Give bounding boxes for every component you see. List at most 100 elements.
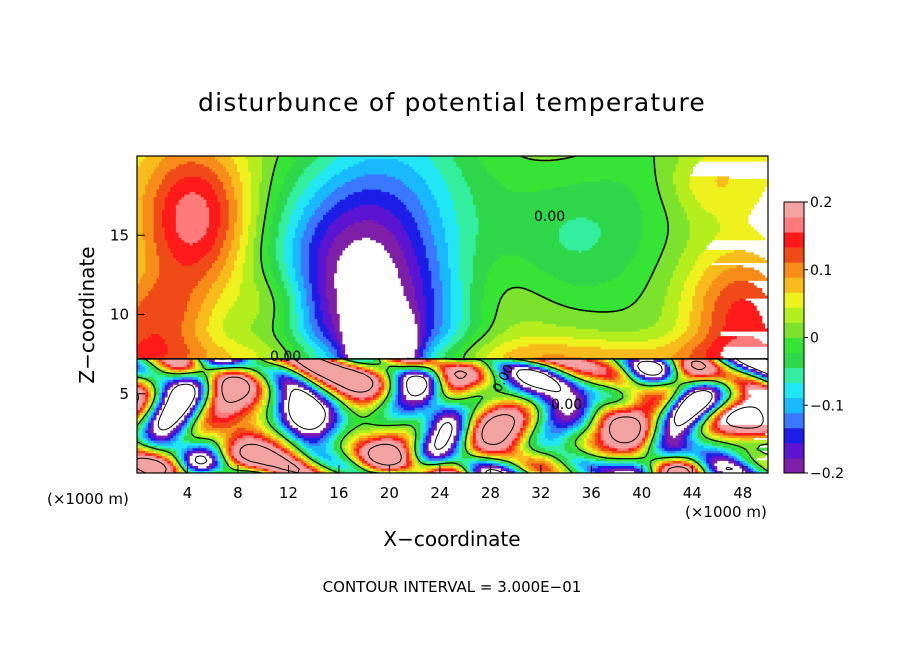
heatmap-cell (550, 460, 555, 464)
heatmap-cell (584, 452, 591, 456)
heatmap-cell (664, 422, 668, 426)
heatmap-cell (153, 386, 158, 390)
heatmap-cell (728, 381, 732, 385)
heatmap-cell (656, 450, 663, 454)
heatmap-cell (334, 427, 338, 431)
heatmap-cell (336, 396, 341, 401)
heatmap-cell (211, 386, 216, 390)
heatmap-cell (311, 465, 316, 469)
heatmap-cell (606, 452, 635, 456)
heatmap-cell (289, 434, 294, 439)
heatmap-cell (173, 434, 177, 439)
heatmap-cell (203, 412, 208, 416)
heatmap-cell (481, 447, 488, 451)
heatmap-cell (672, 407, 677, 411)
heatmap-cell (284, 384, 288, 388)
heatmap-cell (567, 366, 574, 370)
heatmap-cell (459, 450, 463, 454)
heatmap-cell (739, 366, 743, 370)
heatmap-cell (578, 386, 585, 390)
heatmap-cell (198, 422, 202, 426)
heatmap-cell (539, 440, 563, 444)
heatmap-cell (664, 414, 668, 418)
heatmap-cell (620, 399, 627, 403)
heatmap-cell (295, 374, 299, 378)
heatmap-cell (298, 450, 302, 454)
heatmap-cell (606, 460, 638, 464)
heatmap-cell (242, 412, 249, 416)
heatmap-cell (575, 381, 580, 385)
heatmap-cell (228, 450, 232, 454)
heatmap-cell (545, 412, 549, 416)
heatmap-cell (611, 363, 616, 368)
heatmap-cell (137, 427, 141, 431)
heatmap-cell (356, 429, 374, 434)
heatmap-cell (278, 384, 282, 388)
heatmap-cell (381, 374, 385, 378)
heatmap-cell (392, 401, 396, 406)
heatmap-cell (703, 455, 707, 459)
heatmap-cell (372, 399, 377, 403)
heatmap-cell (584, 419, 588, 423)
heatmap-cell (370, 465, 374, 469)
heatmap-cell (370, 440, 377, 444)
heatmap-cell (292, 437, 296, 441)
heatmap-cell (331, 389, 335, 393)
heatmap-cell (195, 432, 202, 436)
heatmap-cell (428, 394, 432, 398)
heatmap-cell (459, 445, 463, 449)
heatmap-cell (534, 417, 538, 421)
heatmap-cell (395, 391, 399, 395)
heatmap-cell (422, 371, 427, 375)
heatmap-cell (567, 384, 571, 388)
heatmap-cell (206, 407, 210, 411)
heatmap-cell (334, 389, 338, 393)
heatmap-cell (261, 422, 266, 426)
heatmap-cell (525, 467, 530, 472)
heatmap-cell (414, 434, 419, 439)
heatmap-cell (547, 399, 555, 403)
heatmap-cell (661, 467, 666, 472)
heatmap-cell (422, 374, 427, 378)
heatmap-cell (670, 399, 674, 403)
heatmap-cell (686, 369, 691, 373)
heatmap-cell (592, 450, 599, 454)
heatmap-cell (625, 389, 632, 393)
heatmap-cell (753, 371, 757, 375)
heatmap-cell (745, 396, 749, 401)
heatmap-cell (639, 376, 643, 380)
heatmap-cell (572, 386, 577, 390)
heatmap-cell (717, 399, 721, 403)
heatmap-cell (578, 394, 585, 398)
heatmap-cell (428, 391, 432, 395)
heatmap-cell (722, 407, 727, 411)
heatmap-cell (164, 379, 169, 383)
heatmap-cell (331, 422, 335, 426)
heatmap-cell (489, 371, 493, 375)
heatmap-cell (561, 376, 566, 380)
heatmap-cell (578, 404, 585, 408)
heatmap-cell (148, 424, 152, 428)
heatmap-cell (389, 401, 394, 406)
heatmap-cell (700, 417, 704, 421)
heatmap-cell (145, 437, 149, 441)
heatmap-cell (578, 440, 585, 444)
heatmap-cell (506, 445, 510, 449)
heatmap-cell (578, 432, 582, 436)
heatmap-cell (428, 369, 432, 373)
heatmap-cell (645, 429, 649, 434)
heatmap-cell (592, 467, 602, 472)
heatmap-cell (600, 442, 605, 446)
heatmap-cell (647, 442, 652, 446)
heatmap-cell (506, 363, 513, 368)
heatmap-cell (731, 394, 735, 398)
heatmap-cell (739, 381, 749, 385)
heatmap-cell (584, 429, 588, 434)
heatmap-cell (625, 391, 632, 395)
heatmap-cell (542, 407, 546, 411)
heatmap-cell (728, 384, 732, 388)
heatmap-cell (589, 409, 593, 413)
heatmap-cell (545, 417, 549, 421)
heatmap-cell (556, 399, 577, 403)
heatmap-cell (314, 376, 319, 380)
